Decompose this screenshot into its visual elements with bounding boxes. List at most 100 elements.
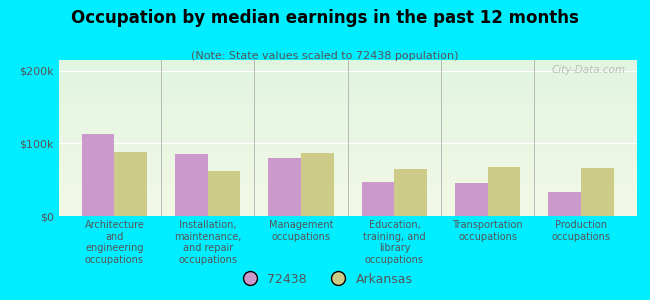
Bar — [58, 186, 637, 188]
Bar — [58, 210, 637, 211]
Bar — [58, 105, 637, 107]
Bar — [58, 68, 637, 69]
Bar — [58, 99, 637, 100]
Legend: 72438, Arkansas: 72438, Arkansas — [232, 268, 418, 291]
Bar — [58, 133, 637, 135]
Bar — [58, 169, 637, 171]
Bar — [58, 85, 637, 86]
Text: City-Data.com: City-Data.com — [551, 65, 625, 75]
Bar — [58, 119, 637, 121]
Bar — [58, 174, 637, 176]
Bar — [58, 138, 637, 140]
Bar — [82, 134, 114, 216]
Bar — [58, 196, 637, 197]
Bar — [58, 151, 637, 152]
Bar — [58, 185, 637, 186]
Bar — [58, 79, 637, 80]
Bar — [58, 86, 637, 88]
Bar — [58, 155, 637, 157]
Bar — [58, 108, 637, 110]
Bar — [58, 66, 637, 68]
Bar — [58, 213, 637, 214]
Bar — [581, 168, 614, 216]
Bar — [58, 172, 637, 174]
Bar — [58, 202, 637, 203]
Bar — [58, 182, 637, 183]
Bar — [58, 194, 637, 196]
Bar — [58, 115, 637, 116]
Bar — [58, 127, 637, 129]
Bar — [58, 130, 637, 132]
Bar — [58, 144, 637, 146]
Bar — [58, 82, 637, 83]
Bar — [58, 200, 637, 202]
Bar — [58, 135, 637, 136]
Bar — [58, 74, 637, 76]
Bar — [58, 132, 637, 133]
Bar — [58, 168, 637, 169]
Bar — [58, 158, 637, 160]
Bar — [58, 102, 637, 104]
Bar — [58, 73, 637, 74]
Bar — [58, 129, 637, 130]
Bar — [58, 140, 637, 141]
Bar — [58, 166, 637, 168]
Bar — [58, 71, 637, 73]
Bar — [268, 158, 301, 216]
Bar — [58, 163, 637, 164]
Bar — [58, 88, 637, 90]
Bar — [58, 146, 637, 147]
Bar — [58, 118, 637, 119]
Bar — [58, 100, 637, 102]
Bar — [58, 136, 637, 138]
Bar — [58, 124, 637, 125]
Bar — [58, 193, 637, 194]
Bar — [208, 171, 240, 216]
Bar — [58, 104, 637, 105]
Bar — [58, 110, 637, 112]
Text: (Note: State values scaled to 72438 population): (Note: State values scaled to 72438 popu… — [191, 51, 459, 61]
Bar — [58, 208, 637, 210]
Bar — [175, 154, 208, 216]
Bar — [455, 183, 488, 216]
Bar — [58, 171, 637, 172]
Bar — [58, 207, 637, 208]
Bar — [58, 113, 637, 115]
Bar — [58, 157, 637, 158]
Bar — [58, 188, 637, 190]
Bar — [58, 76, 637, 77]
Bar — [58, 121, 637, 122]
Bar — [58, 90, 637, 91]
Bar — [58, 191, 637, 193]
Bar — [58, 183, 637, 185]
Bar — [549, 192, 581, 216]
Bar — [58, 205, 637, 207]
Bar — [58, 199, 637, 200]
Bar — [58, 164, 637, 166]
Text: Occupation by median earnings in the past 12 months: Occupation by median earnings in the pas… — [71, 9, 579, 27]
Bar — [58, 60, 637, 61]
Bar — [58, 178, 637, 180]
Bar — [58, 80, 637, 82]
Bar — [58, 154, 637, 155]
Bar — [58, 147, 637, 149]
Bar — [58, 149, 637, 151]
Bar — [58, 177, 637, 178]
Bar — [58, 61, 637, 63]
Bar — [362, 182, 395, 216]
Bar — [58, 214, 637, 216]
Bar — [114, 152, 147, 216]
Bar — [301, 153, 333, 216]
Bar — [58, 190, 637, 191]
Bar — [58, 93, 637, 94]
Bar — [58, 83, 637, 85]
Bar — [58, 152, 637, 154]
Bar — [58, 160, 637, 161]
Bar — [58, 125, 637, 127]
Bar — [58, 116, 637, 118]
Bar — [58, 141, 637, 143]
Bar — [58, 98, 637, 99]
Bar — [488, 167, 521, 216]
Bar — [58, 143, 637, 144]
Bar — [395, 169, 427, 216]
